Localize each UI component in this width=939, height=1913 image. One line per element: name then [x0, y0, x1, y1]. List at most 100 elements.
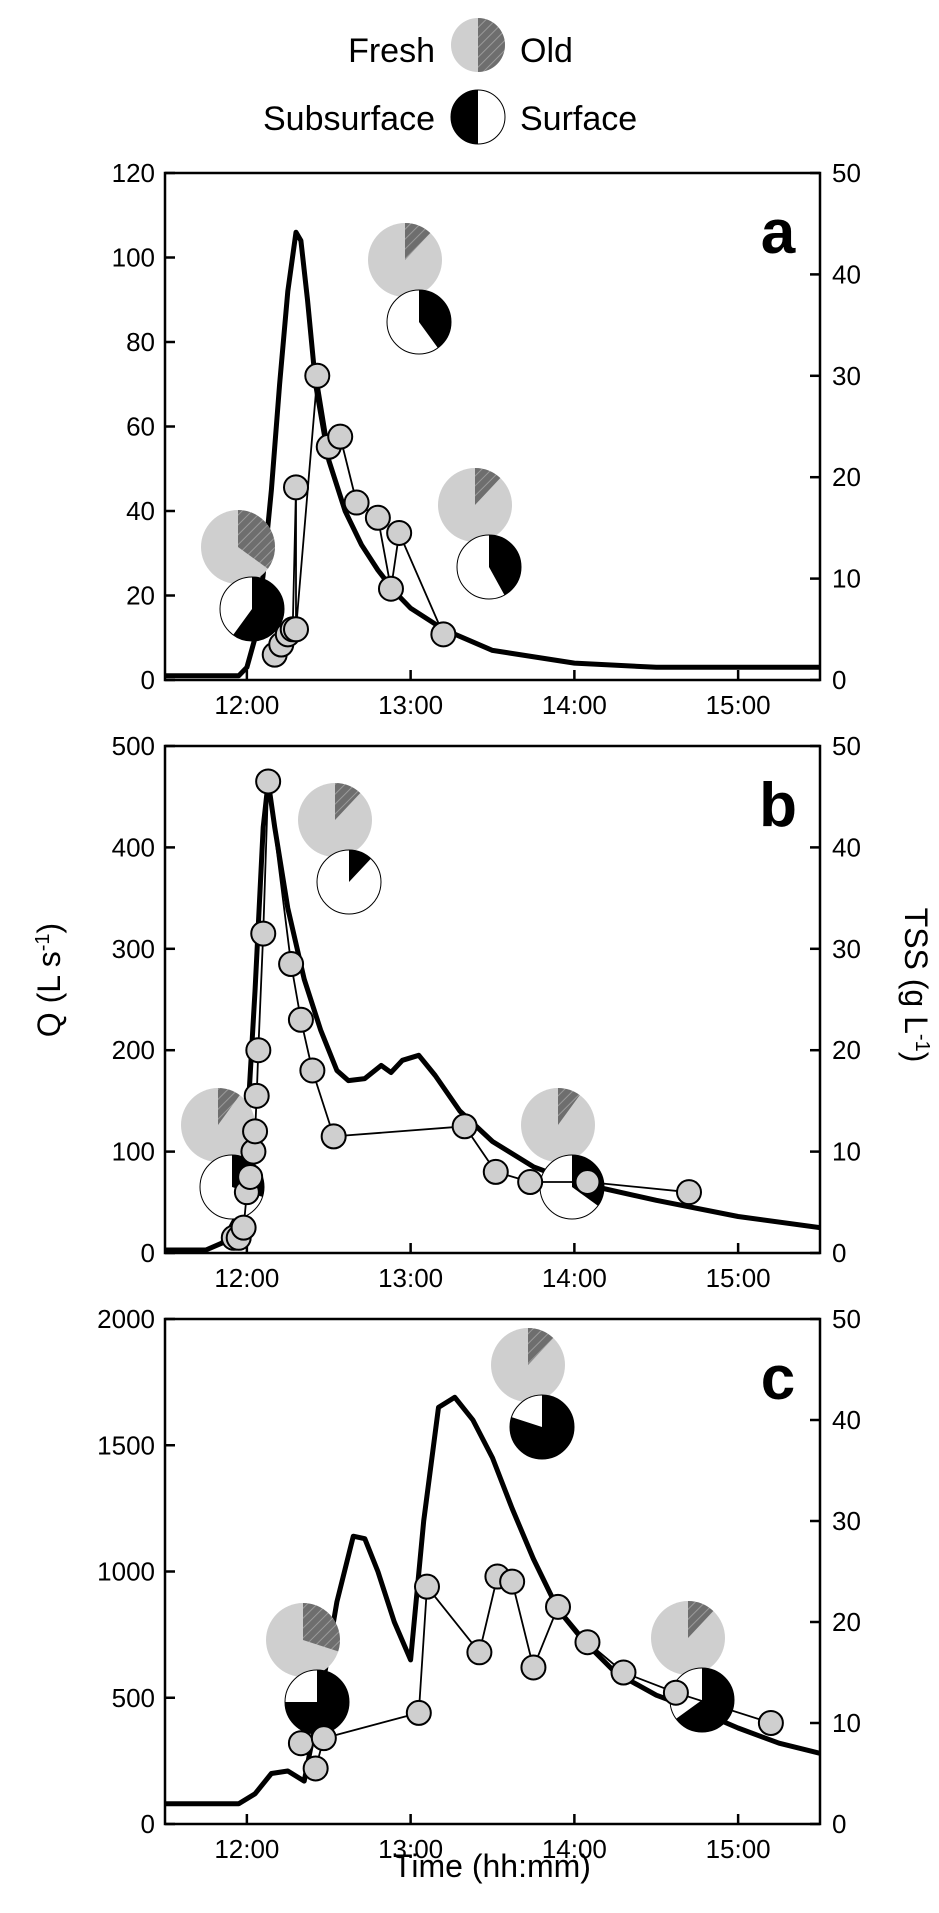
y-left-tick-label: 80	[126, 327, 155, 357]
tss-point	[278, 951, 305, 978]
tss-point	[520, 1654, 547, 1681]
fresh-wedge	[558, 1088, 580, 1125]
panel-label: c	[761, 1344, 795, 1413]
fresh-old-pie	[181, 1088, 255, 1162]
y-left-tick-label: 2000	[97, 1304, 155, 1334]
tss-point	[287, 1730, 314, 1757]
y-right-tick-label: 40	[832, 1405, 861, 1435]
subsurface-wedge	[676, 1668, 734, 1732]
panel-label: b	[759, 771, 797, 840]
y-left-tick-label: 200	[112, 1035, 155, 1065]
subsurface-surface-pie	[386, 289, 452, 355]
tss-point	[451, 1113, 478, 1140]
y-right-tick-label: 20	[832, 1035, 861, 1065]
fresh-old-pie	[438, 468, 512, 542]
tss-point	[242, 1118, 269, 1145]
panel-b: 0 100 200 300 400 500 0 10 20 30 40 50 12:00 13:00 14:…	[112, 731, 861, 1293]
y-right-tick-label: 10	[832, 564, 861, 594]
legend-fresh-old-pie-chart	[451, 18, 505, 72]
subsurface-wedge	[510, 1395, 574, 1460]
legend-fresh-wedge	[478, 18, 505, 72]
legend-subsurface-wedge	[451, 90, 478, 144]
tss-point	[287, 1006, 314, 1033]
fresh-old-pie	[368, 223, 442, 297]
tss-point	[610, 1659, 637, 1686]
tss-point	[574, 1629, 601, 1656]
tss-point	[237, 1163, 264, 1190]
y-right-tick-label: 50	[832, 158, 861, 188]
subsurface-surface-pie	[219, 576, 285, 642]
y-right-tick-label: 40	[832, 259, 861, 289]
y-right-tick-label: 30	[832, 1506, 861, 1536]
y-left-tick-label: 0	[141, 1238, 155, 1268]
x-tick-label: 13:00	[378, 1834, 443, 1864]
y-right-tick-label: 20	[832, 462, 861, 492]
legend-fresh-label: Fresh	[348, 32, 435, 70]
y-left-tick-label: 500	[112, 731, 155, 761]
y-right-tick-label: 0	[832, 1238, 846, 1268]
panel-b-frame	[163, 744, 822, 1255]
tss-point	[676, 1179, 702, 1206]
y-axis-right-title-close: )	[898, 1052, 934, 1063]
tss-point	[243, 1082, 270, 1109]
tss-point	[430, 621, 457, 648]
y-left-tick-label: 100	[112, 243, 155, 273]
fresh-wedge	[218, 1088, 240, 1125]
y-right-tick-label: 40	[832, 832, 861, 862]
tss-point	[299, 1057, 326, 1084]
fresh-wedge	[303, 1603, 340, 1652]
y-left-tick-label: 120	[112, 158, 155, 188]
subsurface-surface-pie	[284, 1669, 350, 1735]
y-axis-right-title-exp: -1	[911, 1034, 933, 1052]
subsurface-wedge	[489, 535, 521, 596]
legend: Fresh Old Subsurface Surface	[263, 18, 637, 145]
x-tick-label: 15:00	[706, 690, 771, 720]
fresh-wedge	[528, 1328, 554, 1365]
y-axis-right-title-main: TSS (g L	[898, 908, 934, 1034]
tss-point	[499, 1568, 526, 1595]
tss-point	[377, 575, 404, 602]
y-right-tick-label: 10	[832, 1137, 861, 1167]
y-left-tick-label: 1500	[97, 1430, 155, 1460]
tss-point	[250, 920, 277, 947]
x-axis-title: Time (hh:mm)	[393, 1848, 591, 1884]
tss-point	[545, 1593, 571, 1620]
y-right-tick-label: 50	[832, 1304, 861, 1334]
y-right-tick-label: 0	[832, 1809, 846, 1839]
subsurface-surface-pie	[316, 849, 382, 915]
fresh-old-pie	[298, 783, 372, 857]
y-axis-left-title: Q (L s-1)	[31, 923, 67, 1037]
y-left-tick-label: 0	[141, 1809, 155, 1839]
legend-surface-label: Surface	[520, 100, 637, 138]
x-tick-label: 12:00	[214, 690, 279, 720]
y-right-tick-label: 10	[832, 1708, 861, 1738]
tss-point	[482, 1158, 509, 1185]
subsurface-wedge	[285, 1670, 349, 1734]
x-tick-label: 14:00	[542, 1834, 607, 1864]
tss-point	[320, 1123, 347, 1150]
fresh-old-pie	[266, 1603, 340, 1677]
fresh-wedge	[405, 223, 431, 260]
y-left-tick-label: 300	[112, 934, 155, 964]
y-right-tick-label: 50	[832, 731, 861, 761]
subsurface-surface-pie	[509, 1394, 575, 1460]
y-left-tick-label: 500	[112, 1683, 155, 1713]
x-tick-label: 13:00	[378, 690, 443, 720]
y-left-tick-label: 1000	[97, 1557, 155, 1587]
y-right-tick-label: 30	[832, 361, 861, 391]
x-tick-label: 14:00	[542, 690, 607, 720]
tss-point	[283, 616, 309, 643]
legend-old-label: Old	[520, 32, 573, 70]
y-axis-left-title-main: Q (L s	[31, 951, 67, 1037]
panel-label: a	[761, 198, 796, 267]
tss-point	[255, 768, 282, 795]
fresh-old-pie	[491, 1328, 565, 1402]
fresh-old-pie	[521, 1088, 595, 1162]
subsurface-surface-pie	[669, 1667, 735, 1733]
y-left-tick-label: 20	[126, 581, 155, 611]
y-right-tick-label: 30	[832, 934, 861, 964]
subsurface-wedge	[419, 290, 452, 348]
panel-c: 0 500 1000 1500 2000 0 10 20 30 40 50 12:00 13:00 14:…	[97, 1304, 861, 1864]
